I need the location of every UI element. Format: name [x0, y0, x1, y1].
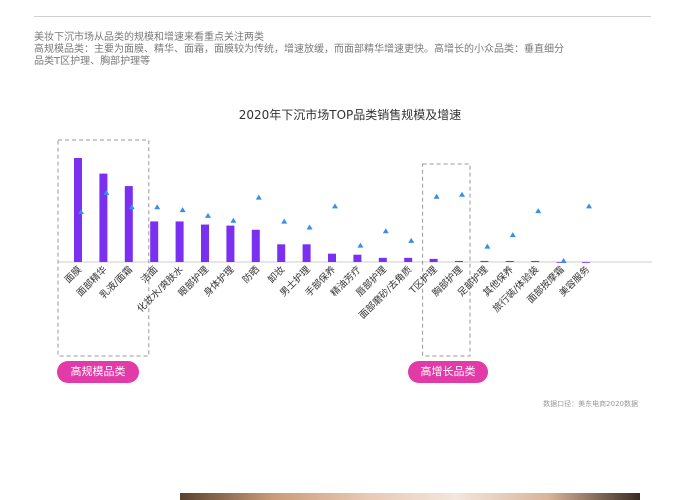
category-label: 防晒 [240, 264, 262, 286]
growth-marker [128, 204, 135, 210]
sales-bar [404, 257, 413, 262]
growth-marker [103, 189, 110, 195]
high-growth-badge: 高增长品类 [408, 361, 488, 383]
category-label: 面膜 [63, 264, 85, 286]
growth-marker [408, 237, 415, 243]
sales-bar [277, 244, 286, 262]
sales-bar [455, 260, 463, 262]
growth-marker [306, 224, 313, 230]
growth-marker [382, 228, 389, 234]
growth-marker [154, 204, 161, 210]
growth-marker [179, 207, 186, 213]
growth-marker [509, 232, 516, 238]
sales-bar [175, 221, 184, 262]
sales-bar [150, 221, 159, 262]
sales-bar [505, 260, 514, 262]
high-scale-badge: 高规模品类 [57, 361, 139, 383]
growth-marker [78, 209, 84, 215]
data-source-note: 数据口径：美东电商2020数据 [543, 400, 638, 408]
intro-line-2: 高规模品类：主要为面膜、精华、面霜，面膜较为传统，增速放缓，而面部精华增速更快。… [34, 44, 564, 55]
growth-marker [230, 217, 237, 223]
sales-bar [582, 262, 590, 263]
growth-marker [586, 203, 592, 209]
sales-bar [99, 173, 108, 262]
growth-marker [459, 191, 465, 197]
sales-bar [74, 158, 82, 262]
sales-bar [556, 262, 565, 263]
sales-bar [429, 258, 438, 262]
chart-title: 2020年下沉市场TOP品类销售规模及增速 [238, 108, 462, 122]
sales-bar [531, 260, 540, 262]
sales-bar [201, 224, 209, 262]
sales-bar [353, 254, 362, 262]
growth-marker [255, 194, 262, 200]
intro-line-1: 美妆下沉市场从品类的规模和增速来看重点关注两类 [34, 32, 264, 43]
sales-bar [378, 257, 387, 262]
sales-bar [124, 186, 133, 262]
sales-bar [480, 260, 489, 262]
growth-marker [535, 208, 542, 214]
growth-marker [205, 212, 211, 218]
high-scale-highlight-box [57, 139, 150, 357]
sales-bar [226, 225, 235, 262]
growth-marker [484, 243, 491, 249]
growth-marker [332, 203, 338, 209]
category-label: 洁面 [138, 264, 160, 286]
sales-bar [328, 253, 336, 262]
growth-marker [433, 193, 440, 199]
category-label: 卸妆 [265, 263, 287, 285]
top-divider [34, 16, 651, 17]
sales-bar [251, 229, 260, 262]
intro-line-3: 品类T区护理、胸部护理等 [34, 56, 151, 67]
sales-bar [302, 244, 311, 262]
growth-marker [281, 218, 288, 224]
high-growth-highlight-box [422, 163, 471, 357]
growth-marker [560, 258, 567, 264]
photo-strip [180, 493, 640, 500]
growth-marker [357, 242, 364, 248]
